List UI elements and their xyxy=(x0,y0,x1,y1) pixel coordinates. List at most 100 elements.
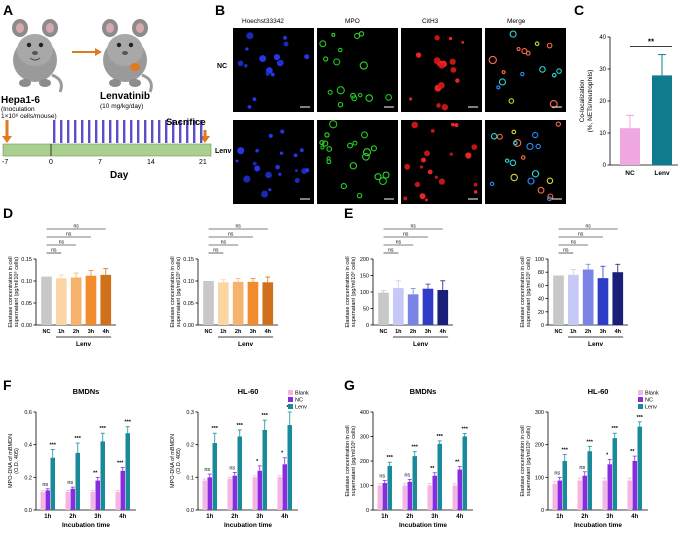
cell xyxy=(283,35,287,40)
cell xyxy=(510,173,518,182)
legend-swatch xyxy=(288,397,293,402)
bar-blank xyxy=(377,485,382,510)
x-tick-label: 2h xyxy=(231,514,238,520)
y-tick-label: 50 xyxy=(363,307,369,313)
dose-bar xyxy=(116,120,119,143)
micrograph-cith3-lenv xyxy=(401,120,482,204)
bar-lenv xyxy=(75,452,80,510)
significance-label: ns xyxy=(229,465,235,471)
sacrifice-label: Sacrifice xyxy=(166,117,206,128)
bar-lenv xyxy=(125,433,130,510)
panel-label-f: F xyxy=(3,377,12,393)
legend-label: Lenv xyxy=(295,405,307,411)
cell xyxy=(547,193,554,200)
y-tick-label: 100 xyxy=(535,475,544,481)
x-tick-label: 3h xyxy=(94,514,101,520)
significance-label: ns xyxy=(554,470,560,476)
cell xyxy=(504,158,510,163)
cell xyxy=(326,146,333,152)
cell xyxy=(403,196,408,201)
bar-blank xyxy=(427,485,432,510)
cell xyxy=(546,177,554,185)
day-axis-label: Day xyxy=(110,170,129,181)
cell xyxy=(448,36,453,41)
cell xyxy=(521,47,528,55)
y-axis-label: supernatant (pg/ml/10⁶ cells) xyxy=(350,426,357,496)
cell xyxy=(404,163,411,170)
cell xyxy=(509,30,517,38)
cell xyxy=(362,148,372,157)
dose-bar xyxy=(74,120,77,143)
cell xyxy=(531,170,540,178)
cell xyxy=(331,32,336,37)
chart-title: BMDNs xyxy=(410,387,437,396)
day-tick-0: 0 xyxy=(49,159,53,166)
legend-swatch xyxy=(288,404,293,409)
cell xyxy=(340,183,347,190)
cell xyxy=(450,122,455,127)
dose-bar xyxy=(130,120,133,143)
cell-line-label: Hepa1-6 xyxy=(1,95,40,106)
x-tick-label: 2h xyxy=(235,329,242,335)
y-axis-label: supernatant (pg/ml/10⁶ cells) xyxy=(350,257,357,327)
cell xyxy=(374,173,382,181)
x-tick-label: 4h xyxy=(281,514,288,520)
x-axis-label: Incubation time xyxy=(224,522,272,529)
y-tick-label: 10 xyxy=(599,131,606,137)
y-tick-label: 0.1 xyxy=(186,475,194,481)
y-tick-label: 200 xyxy=(360,257,369,263)
legend-swatch xyxy=(638,390,643,395)
y-tick-label: 0.00 xyxy=(21,323,32,329)
y-tick-label: 0.10 xyxy=(183,279,194,285)
row-label-nc: NC xyxy=(217,63,228,70)
y-axis-label: supernatant (pg/ml/10⁶ cells) xyxy=(13,257,20,327)
significance-label: ns xyxy=(42,482,48,488)
cell xyxy=(351,95,358,102)
dose-bar xyxy=(102,120,105,143)
x-tick-label: 1h xyxy=(220,329,227,335)
cell xyxy=(359,61,368,70)
bar-blank xyxy=(277,477,282,510)
cell xyxy=(534,41,540,47)
cell xyxy=(427,169,433,175)
x-tick-label: NC xyxy=(380,329,388,335)
inoculation-label-2: 1×10⁶ cells/mouse) xyxy=(1,113,57,120)
bar-nc xyxy=(70,488,75,510)
cell xyxy=(433,57,441,65)
bar-blank xyxy=(627,480,632,510)
ns-label: ns xyxy=(236,224,242,230)
cell xyxy=(415,52,422,58)
cell xyxy=(265,71,270,76)
y-axis-label: MPO-DNA of mBMDN xyxy=(170,434,176,488)
cell xyxy=(539,66,546,73)
cell xyxy=(449,58,456,65)
x-tick-label: 4h xyxy=(631,514,638,520)
bar-nc xyxy=(207,477,212,510)
dose-bar xyxy=(193,120,196,143)
mouse-illustration-2 xyxy=(102,19,153,93)
inoculation-label-1: (Inoculation xyxy=(1,106,35,113)
significance-label: *** xyxy=(117,461,124,467)
cell xyxy=(556,68,562,74)
bar-blank xyxy=(90,492,95,510)
cell xyxy=(254,165,261,172)
cell xyxy=(319,40,327,48)
bar-3h xyxy=(247,281,259,325)
y-axis-label: Elastase concentration in cell xyxy=(520,256,526,327)
y-tick-label: 0.15 xyxy=(183,257,194,263)
x-tick-label: 2h xyxy=(69,514,76,520)
cell xyxy=(268,188,272,192)
cell xyxy=(294,169,298,173)
ns-label: ns xyxy=(586,224,592,230)
cell xyxy=(525,50,531,56)
bar-2h xyxy=(407,294,419,325)
significance-label: *** xyxy=(50,443,57,449)
cell xyxy=(509,159,517,167)
cell xyxy=(434,175,438,179)
bar-nc xyxy=(620,128,640,165)
cell xyxy=(319,139,325,146)
y-tick-label: 0.15 xyxy=(21,257,32,263)
bar-1h xyxy=(393,288,404,325)
bar-blank xyxy=(602,480,607,510)
y-tick-label: 20 xyxy=(538,310,544,316)
